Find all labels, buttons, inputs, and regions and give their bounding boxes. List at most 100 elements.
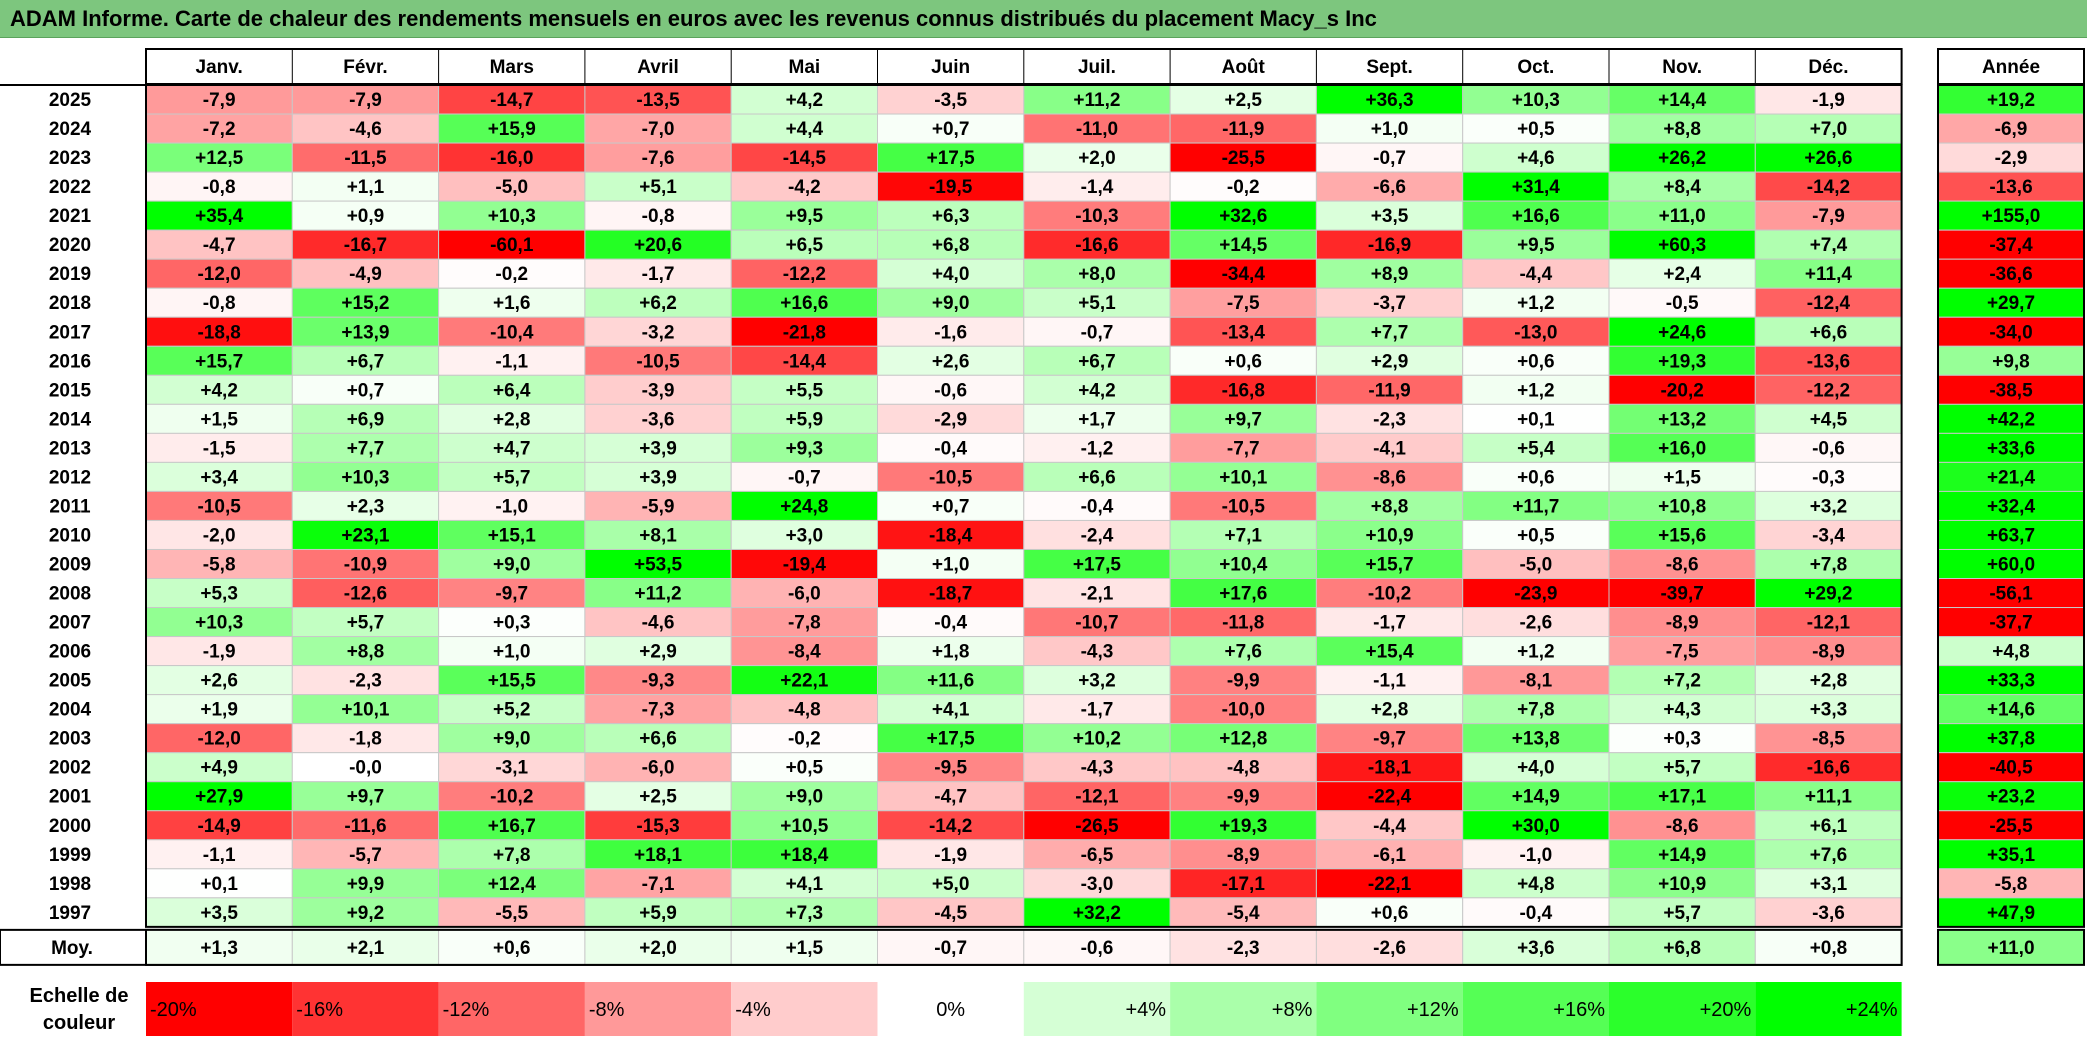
- heat-cell-value: +7,2: [1663, 671, 1701, 692]
- year-label: 2004: [49, 700, 92, 721]
- average-cell: [1462, 929, 1610, 966]
- average-cell-value: +6,8: [1663, 938, 1701, 959]
- heat-cell: [1315, 200, 1464, 231]
- heat-cell: [1169, 142, 1317, 173]
- heat-cell-value: +11,2: [635, 584, 682, 605]
- heat-cell-value: +4,2: [786, 90, 824, 111]
- heat-cell-value: +6,7: [1078, 351, 1116, 372]
- heat-cell: [730, 636, 879, 667]
- heat-cell-value: +5,9: [639, 903, 677, 924]
- heat-cell-value: -14,9: [197, 816, 240, 837]
- heat-cell-value: -18,7: [929, 584, 972, 605]
- heat-cell: [1462, 694, 1610, 725]
- heat-cell-value: -7,7: [1227, 438, 1260, 459]
- heat-cell: [438, 403, 586, 434]
- heat-cell-value: -8,9: [1227, 845, 1260, 866]
- annual-cell: [1937, 374, 2085, 405]
- annual-cell-value: -13,6: [1989, 177, 2032, 198]
- heat-cell: [730, 142, 879, 173]
- average-cell: [877, 929, 1025, 966]
- annual-cell-value: +37,8: [1987, 729, 2035, 750]
- heat-cell-value: -0,7: [1081, 322, 1114, 343]
- heat-cell-value: -3,7: [1373, 293, 1406, 314]
- annual-cell-value: -56,1: [1989, 584, 2033, 605]
- heat-cell-value: +31,4: [1512, 177, 1561, 198]
- heat-cell-value: -5,0: [495, 177, 528, 198]
- heat-cell: [1169, 723, 1317, 754]
- heat-cell-value: -9,5: [934, 758, 967, 779]
- heat-cell-value: +9,0: [493, 554, 531, 575]
- heat-cell: [1462, 607, 1610, 638]
- heat-cell: [730, 839, 879, 870]
- heat-cell: [1608, 403, 1756, 434]
- heat-cell-value: +1,5: [200, 409, 238, 430]
- heat-cell-value: +2,8: [493, 409, 531, 430]
- heat-cell: [1608, 374, 1756, 405]
- annual-cell-value: +42,2: [1987, 409, 2035, 430]
- heat-cell: [877, 461, 1025, 492]
- heat-cell: [1169, 316, 1317, 347]
- heat-cell: [1169, 113, 1317, 144]
- heat-cell-value: +0,6: [1371, 903, 1409, 924]
- annual-cell: [1937, 84, 2085, 115]
- heat-cell: [1023, 461, 1171, 492]
- heat-cell: [1023, 403, 1171, 434]
- color-scale-swatch: [1755, 982, 1902, 1036]
- heat-cell: [1754, 113, 1903, 144]
- heat-cell-value: -1,7: [1373, 613, 1406, 634]
- annual-cell-value: -25,5: [1989, 816, 2033, 837]
- heat-cell-value: +0,5: [1517, 525, 1555, 546]
- heat-cell: [1754, 694, 1903, 725]
- heat-cell-value: +4,8: [1517, 874, 1555, 895]
- heat-cell: [1608, 781, 1756, 812]
- title-bar: ADAM Informe. Carte de chaleur des rende…: [0, 0, 2087, 38]
- heat-cell: [1608, 868, 1756, 899]
- heat-cell: [438, 490, 586, 521]
- heat-cell-value: -10,2: [1368, 584, 1411, 605]
- heat-cell-value: -12,2: [783, 264, 826, 285]
- heat-cell-value: -0,4: [934, 438, 967, 459]
- heat-cell-value: +3,3: [1810, 700, 1848, 721]
- heat-cell: [1608, 897, 1756, 928]
- heat-cell: [1754, 316, 1903, 347]
- heat-cell: [584, 171, 732, 202]
- annual-cell: [1937, 723, 2085, 754]
- heat-cell: [1462, 287, 1610, 318]
- heat-cell-value: +6,6: [639, 729, 677, 750]
- heat-cell: [877, 229, 1025, 260]
- heat-cell-value: +0,7: [932, 119, 970, 140]
- heat-cell-value: -8,6: [1666, 554, 1699, 575]
- heat-cell-value: +9,0: [932, 293, 970, 314]
- year-label: 2005: [49, 671, 92, 692]
- heat-cell-value: -0,7: [1373, 148, 1406, 169]
- heat-cell: [1023, 723, 1171, 754]
- color-scale-swatch: [438, 982, 585, 1036]
- heat-cell: [1023, 519, 1171, 550]
- heat-cell-value: +14,4: [1658, 90, 1707, 111]
- month-header: Mars: [490, 57, 534, 78]
- heat-cell: [291, 781, 440, 812]
- heat-cell-value: +18,4: [780, 845, 829, 866]
- heat-cell: [1023, 548, 1171, 580]
- heat-cell-value: +5,5: [786, 380, 824, 401]
- heat-cell: [877, 607, 1025, 638]
- average-cell: [1169, 929, 1317, 966]
- heat-cell: [1462, 723, 1610, 754]
- heat-cell: [1608, 258, 1756, 289]
- annual-cell: [1937, 229, 2085, 260]
- heat-cell-value: -3,2: [642, 322, 675, 343]
- heat-cell-value: -21,8: [783, 322, 826, 343]
- heat-cell-value: -4,7: [934, 787, 967, 808]
- heat-cell-value: +16,6: [1512, 206, 1560, 227]
- heat-cell-value: -0,6: [1812, 438, 1845, 459]
- heat-cell-value: +5,4: [1517, 438, 1555, 459]
- heat-cell: [1315, 752, 1464, 783]
- heat-cell-value: -1,7: [642, 264, 675, 285]
- heat-cell-value: +4,3: [1663, 700, 1701, 721]
- heat-cell: [1023, 142, 1171, 173]
- heat-cell-value: +11,7: [1512, 496, 1559, 517]
- heat-cell-value: +4,6: [1517, 148, 1555, 169]
- year-label: 2025: [49, 90, 92, 111]
- heat-cell-value: +10,1: [341, 700, 390, 721]
- year-label: 2009: [49, 554, 91, 575]
